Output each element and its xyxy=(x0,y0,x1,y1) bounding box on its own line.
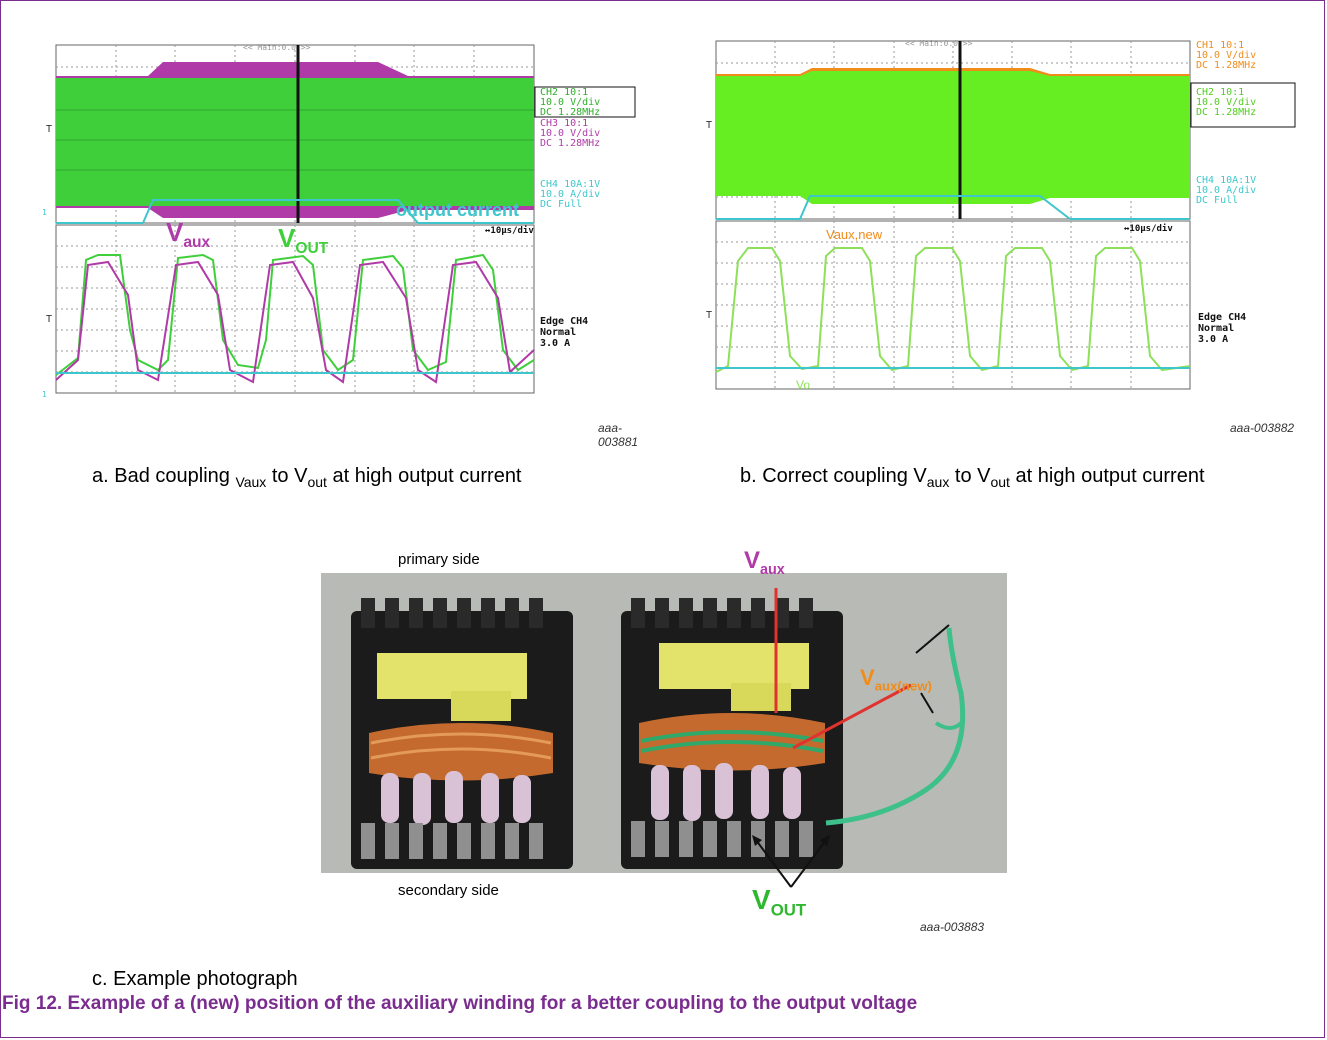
svg-text:1: 1 xyxy=(42,390,47,399)
scope-a-ch3: CH3 10:1 10.0 V/div DC 1.28MHz xyxy=(540,119,600,149)
scope-b-ch2-line2: 10.0 V/div xyxy=(1196,97,1257,108)
photo-secondary-side-label: secondary side xyxy=(398,882,499,899)
scope-a-trigger: Edge CH4 Normal 3.0 A xyxy=(540,316,588,349)
photo-vaux-label: Vaux xyxy=(744,547,785,578)
scope-a-current-trace xyxy=(56,199,534,224)
scope-a-ch2-line2: 10.0 V/div xyxy=(540,97,601,108)
scope-b-trigger-line3: 3.0 A xyxy=(1198,334,1229,345)
scope-b-ch1-line2: 10.0 V/div xyxy=(1196,50,1257,61)
scope-a-top-label: << Main:0.0 >> xyxy=(243,43,311,52)
svg-text:T: T xyxy=(706,120,712,131)
svg-text:T: T xyxy=(46,124,52,135)
scope-a-ch2-line3: DC 1.28MHz xyxy=(540,107,601,118)
scope-a-vaux-trace xyxy=(55,260,535,384)
scope-b-trigger-line2: Normal xyxy=(1198,323,1235,334)
scope-a-vaux-label: Vaux xyxy=(166,217,211,252)
scope-b-ch4-line2: 10.0 A/div xyxy=(1196,185,1257,196)
scope-a-ch4-line2: 10.0 A/div xyxy=(540,189,601,200)
photo-vout-label: VOUT xyxy=(752,884,807,920)
left-transformer xyxy=(351,598,573,869)
scope-b-vo-label: Vo xyxy=(796,378,811,392)
scope-a-green-band xyxy=(56,78,534,206)
scope-b-vaux-new-label: Vaux,new xyxy=(826,227,883,242)
scope-b-ch1-line3: DC 1.28MHz xyxy=(1196,60,1257,71)
scope-b-ch2-line3: DC 1.28MHz xyxy=(1196,107,1257,118)
scope-a-ch4: CH4 10A:1V 10.0 A/div DC Full xyxy=(540,180,600,210)
scope-a-ch2-line1: CH2 10:1 xyxy=(540,87,589,98)
scope-screenshot-a: T T 1 1 << Main:0.0 >> CH2 10:1 10.0 V/d… xyxy=(38,40,638,449)
scope-b-ch1-line1: CH1 10:1 xyxy=(1196,40,1245,51)
figure-title: Fig 12. Example of a (new) position of t… xyxy=(2,993,918,1014)
scope-a-ch3-line3: DC 1.28MHz xyxy=(540,138,601,149)
scope-a-current-label: output current xyxy=(396,200,519,220)
scope-a-ch2: CH2 10:1 10.0 V/div DC 1.28MHz xyxy=(540,88,600,118)
scope-b-ch4: CH4 10A:1V 10.0 A/div DC Full xyxy=(1196,176,1256,206)
photo-id: aaa-003883 xyxy=(920,920,985,934)
scope-b-top-label: << Main:0.0 >> xyxy=(905,39,973,48)
green-wire xyxy=(825,627,966,826)
svg-text:T: T xyxy=(46,314,52,325)
right-transformer xyxy=(621,598,966,869)
scope-b-vout-trace xyxy=(715,247,1191,373)
caption-a: a. Bad coupling Vaux to Vout at high out… xyxy=(92,465,522,490)
scope-a-ch3-line1: CH3 10:1 xyxy=(540,118,589,129)
scope-a-timebase: ↔10μs/div xyxy=(485,226,534,236)
scope-a-ch4-line3: DC Full xyxy=(540,199,583,210)
photo-vaux-new-label: Vaux(new) xyxy=(860,665,932,694)
scope-screenshot-b: T T << Main:0.0 >> CH1 10:1 10.0 V/div D… xyxy=(700,36,1300,435)
svg-text:T: T xyxy=(706,310,712,321)
scope-b-ch2: CH2 10:1 10.0 V/div DC 1.28MHz xyxy=(1196,88,1256,118)
caption-c: c. Example photograph xyxy=(92,968,298,990)
scope-b-ch4-line3: DC Full xyxy=(1196,195,1239,206)
transformer-photo-drawing xyxy=(351,588,966,869)
scope-b-trigger-line1: Edge CH4 xyxy=(1198,312,1247,323)
scope-a-id: aaa-003881 xyxy=(598,421,639,449)
scope-b-graphics: T T xyxy=(706,40,1296,390)
scope-b-ch4-line1: CH4 10A:1V xyxy=(1196,175,1257,186)
transformer-photograph xyxy=(321,573,1007,873)
scope-b-trigger: Edge CH4 Normal 3.0 A xyxy=(1198,312,1246,345)
scope-b-timebase: ↔10μs/div xyxy=(1124,224,1173,234)
scope-b-green-band xyxy=(716,71,1190,204)
scope-b-ch2-line1: CH2 10:1 xyxy=(1196,87,1245,98)
scope-a-trigger-line2: Normal xyxy=(540,327,577,338)
scope-a-graphics: T T 1 1 xyxy=(42,44,636,399)
scope-a-ch3-line2: 10.0 V/div xyxy=(540,128,601,139)
caption-b: b. Correct coupling Vaux to Vout at high… xyxy=(740,465,1205,490)
scope-a-vout-label: VOUT xyxy=(278,223,329,258)
photo-primary-side-label: primary side xyxy=(398,551,480,568)
scope-a-trigger-line3: 3.0 A xyxy=(540,338,571,349)
scope-b-id: aaa-003882 xyxy=(1230,421,1295,435)
vout-arrows xyxy=(752,835,830,888)
svg-text:1: 1 xyxy=(42,208,47,217)
scope-a-trigger-line1: Edge CH4 xyxy=(540,316,589,327)
scope-b-current-trace xyxy=(716,195,1190,220)
scope-b-ch1: CH1 10:1 10.0 V/div DC 1.28MHz xyxy=(1196,41,1256,71)
scope-a-ch4-line1: CH4 10A:1V xyxy=(540,179,601,190)
